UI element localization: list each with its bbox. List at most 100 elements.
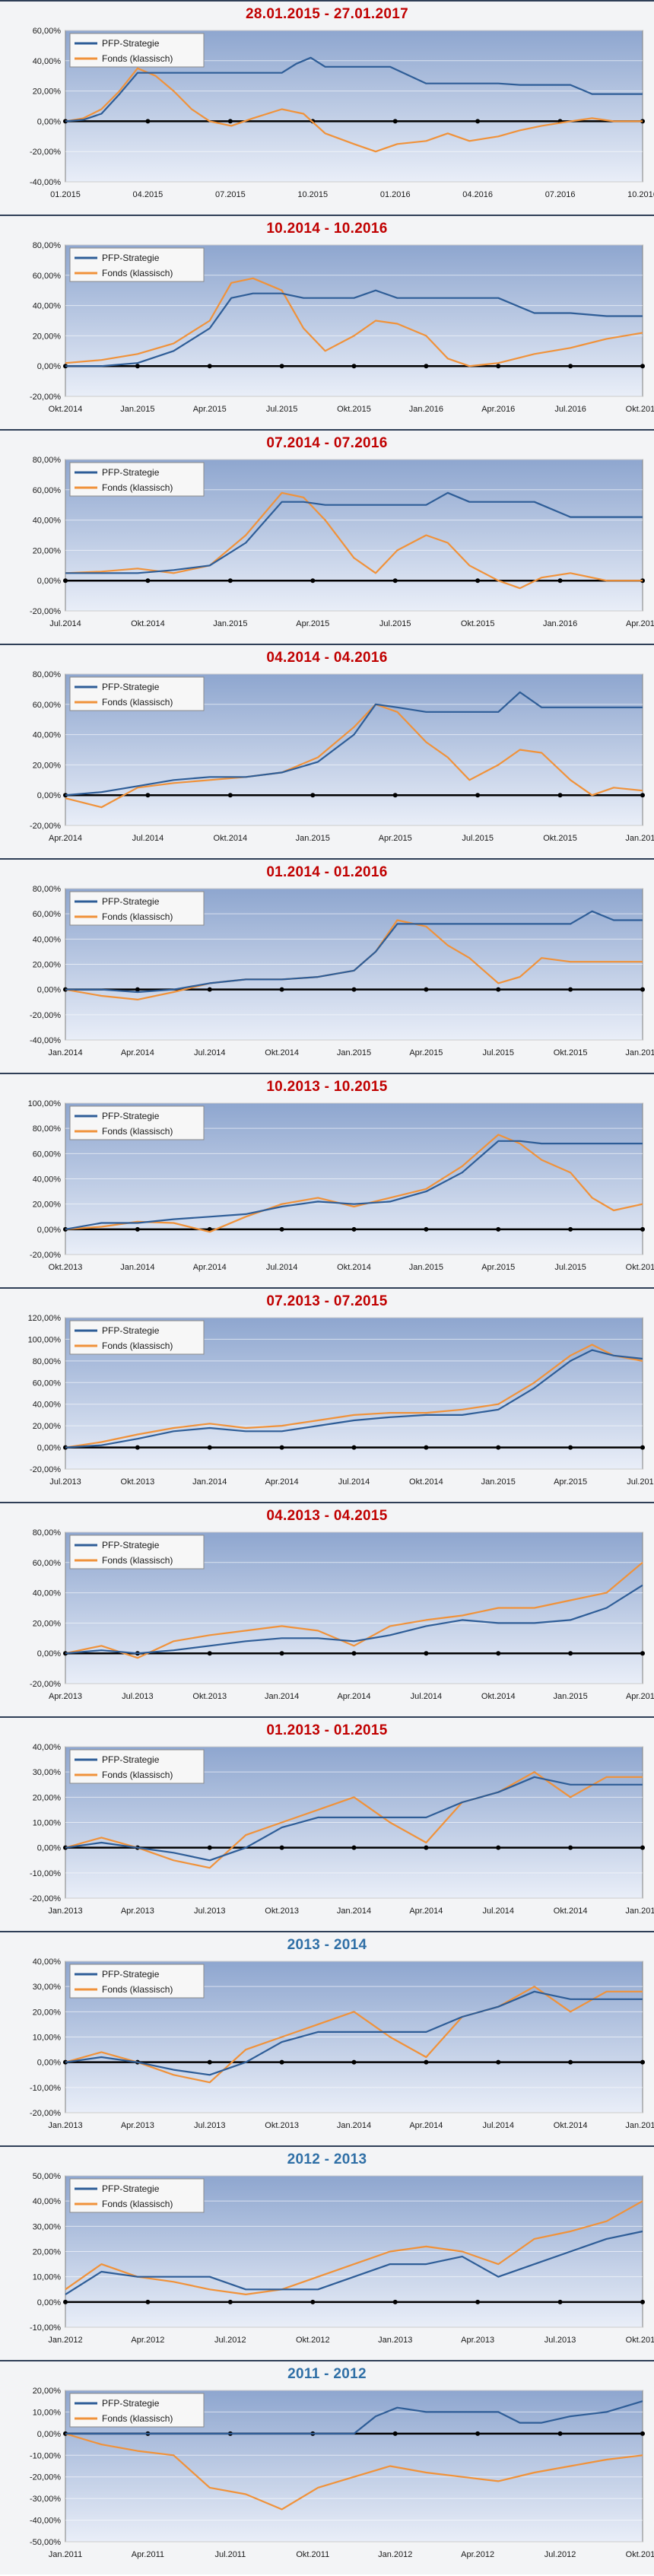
y-tick-label: 20,00% bbox=[33, 87, 62, 97]
legend-box bbox=[69, 1105, 205, 1140]
x-tick-label: Jul.2015 bbox=[462, 834, 494, 843]
line-chart: 80,00% 60,00% 40,00% 20,00% 0,00% -20,00% Jul.… bbox=[30, 456, 654, 628]
x-tick-label: Apr.2015 bbox=[193, 405, 227, 414]
y-tick-label: 20,00% bbox=[33, 332, 62, 341]
x-tick-label: Apr.2013 bbox=[49, 1692, 82, 1701]
y-tick-label: -10,00% bbox=[30, 1869, 61, 1878]
baseline-marker bbox=[279, 987, 284, 992]
baseline-marker bbox=[568, 1445, 573, 1450]
chart-panel: 2013 - 2014 40,00% 30,00% 20,00% 10,00% 0,00%… bbox=[0, 1931, 654, 2145]
y-tick-label: -20,00% bbox=[30, 2473, 61, 2482]
y-tick-label: 10,00% bbox=[33, 2273, 62, 2282]
baseline-marker bbox=[640, 1445, 645, 1450]
y-tick-label: 10,00% bbox=[33, 2034, 62, 2043]
baseline-marker bbox=[557, 793, 563, 798]
y-tick-label: -20,00% bbox=[30, 1251, 61, 1260]
chart-title: 28.01.2015 - 27.01.2017 bbox=[246, 6, 408, 22]
x-tick-label: Jan.2015 bbox=[296, 834, 330, 843]
x-tick-label: Jul.2012 bbox=[544, 2550, 576, 2559]
chart-legend: PFP-Strategie Fonds (klassisch) bbox=[69, 1749, 205, 1784]
line-chart: 120,00% 100,00% 80,00% 60,00% 40,00% 20,00% 0,… bbox=[28, 1314, 654, 1487]
series-line-pfp-strategie bbox=[65, 491, 643, 574]
x-tick-label: Jan.2015 bbox=[625, 1907, 654, 1916]
baseline-marker bbox=[392, 2431, 398, 2436]
x-tick-label: Jul.2013 bbox=[194, 2121, 226, 2130]
y-tick-label: 40,00% bbox=[33, 1589, 62, 1598]
legend-label: Fonds (klassisch) bbox=[102, 1770, 173, 1780]
x-tick-label: Okt.2014 bbox=[554, 2121, 588, 2130]
y-tick-label: 20,00% bbox=[33, 2248, 62, 2257]
chart-title: 2013 - 2014 bbox=[287, 1937, 367, 1953]
x-tick-label: Jan.2016 bbox=[409, 405, 443, 414]
y-tick-label: 50,00% bbox=[33, 2172, 62, 2181]
chart-legend: PFP-Strategie Fonds (klassisch) bbox=[69, 462, 205, 497]
x-tick-label: Okt.2014 bbox=[131, 619, 165, 628]
x-tick-label: Apr.2016 bbox=[626, 619, 654, 628]
baseline-marker bbox=[475, 793, 481, 798]
chart-panel: 10.2013 - 10.2015 100,00% 80,00% 60,00% 40,0… bbox=[0, 1073, 654, 1287]
chart-title: 04.2013 - 04.2015 bbox=[266, 1508, 388, 1524]
legend-label: Fonds (klassisch) bbox=[102, 697, 173, 708]
y-tick-label: -20,00% bbox=[30, 2109, 61, 2118]
y-tick-label: 20,00% bbox=[33, 1201, 62, 1210]
y-tick-label: 0,00% bbox=[37, 362, 61, 371]
x-tick-label: Okt.2012 bbox=[296, 2336, 330, 2345]
x-tick-label: Jan.2014 bbox=[337, 2121, 371, 2130]
legend-label: PFP-Strategie bbox=[102, 1111, 160, 1121]
y-tick-label: 80,00% bbox=[33, 1357, 62, 1366]
y-tick-label: 20,00% bbox=[33, 1793, 62, 1802]
x-tick-label: Jan.2016 bbox=[543, 619, 577, 628]
baseline-marker bbox=[145, 2299, 151, 2304]
y-tick-label: 0,00% bbox=[37, 117, 61, 126]
series-line-fonds-klassisch bbox=[65, 1344, 643, 1449]
x-tick-label: Apr.2016 bbox=[481, 405, 515, 414]
baseline-marker bbox=[392, 793, 398, 798]
x-tick-label: Jul.2016 bbox=[554, 405, 586, 414]
baseline-marker bbox=[279, 1845, 284, 1850]
x-tick-label: Apr.2012 bbox=[131, 2336, 164, 2345]
x-tick-label: 04.2016 bbox=[462, 190, 493, 199]
x-tick-label: Jul.2014 bbox=[194, 1048, 226, 1057]
baseline-marker bbox=[424, 364, 429, 369]
baseline-marker bbox=[207, 987, 212, 992]
legend-label: PFP-Strategie bbox=[102, 1969, 160, 1980]
line-chart: 40,00% 30,00% 20,00% 10,00% 0,00% -10,00% -20,… bbox=[30, 1957, 654, 2130]
series-line-pfp-strategie bbox=[65, 1776, 643, 1862]
y-tick-label: -20,00% bbox=[30, 1465, 61, 1474]
baseline-marker bbox=[227, 793, 233, 798]
y-tick-label: 60,00% bbox=[33, 272, 62, 281]
baseline-marker bbox=[640, 2059, 645, 2065]
baseline-marker bbox=[392, 578, 398, 584]
x-tick-label: Jan.2013 bbox=[378, 2336, 412, 2345]
baseline-marker bbox=[475, 2431, 481, 2436]
series-line-fonds-klassisch bbox=[65, 2432, 643, 2511]
x-tick-label: Jan.2012 bbox=[378, 2550, 412, 2559]
y-tick-label: 40,00% bbox=[33, 2197, 62, 2206]
x-tick-label: Jul.2013 bbox=[544, 2336, 576, 2345]
x-tick-label: Jan.2016 bbox=[625, 1048, 654, 1057]
line-chart: 80,00% 60,00% 40,00% 20,00% 0,00% -20,00% Apr.… bbox=[30, 1528, 654, 1701]
chart-legend: PFP-Strategie Fonds (klassisch) bbox=[69, 1964, 205, 1999]
x-tick-label: Okt.2015 bbox=[543, 834, 577, 843]
y-tick-label: 0,00% bbox=[37, 1444, 61, 1453]
chart-legend: PFP-Strategie Fonds (klassisch) bbox=[69, 2393, 205, 2428]
x-tick-label: 10.2015 bbox=[297, 190, 328, 199]
baseline-marker bbox=[496, 1226, 501, 1232]
x-tick-label: Jan.2015 bbox=[625, 2121, 654, 2130]
y-tick-label: 60,00% bbox=[33, 1559, 62, 1568]
baseline-marker bbox=[557, 578, 563, 584]
chart-legend: PFP-Strategie Fonds (klassisch) bbox=[69, 1105, 205, 1140]
chart-title: 10.2013 - 10.2015 bbox=[266, 1079, 388, 1095]
baseline-marker bbox=[351, 364, 357, 369]
x-tick-label: Jul.2014 bbox=[266, 1263, 298, 1272]
legend-label: Fonds (klassisch) bbox=[102, 1340, 173, 1351]
x-tick-label: Apr.2012 bbox=[461, 2550, 494, 2559]
baseline-marker bbox=[557, 2299, 563, 2304]
y-tick-label: -40,00% bbox=[30, 178, 61, 187]
chart-title: 2012 - 2013 bbox=[287, 2151, 367, 2167]
y-tick-label: -40,00% bbox=[30, 2517, 61, 2526]
y-tick-label: 80,00% bbox=[33, 241, 62, 250]
x-tick-label: Jan.2011 bbox=[49, 2550, 82, 2559]
x-tick-label: Jul.2015 bbox=[266, 405, 298, 414]
baseline-marker bbox=[227, 2299, 233, 2304]
